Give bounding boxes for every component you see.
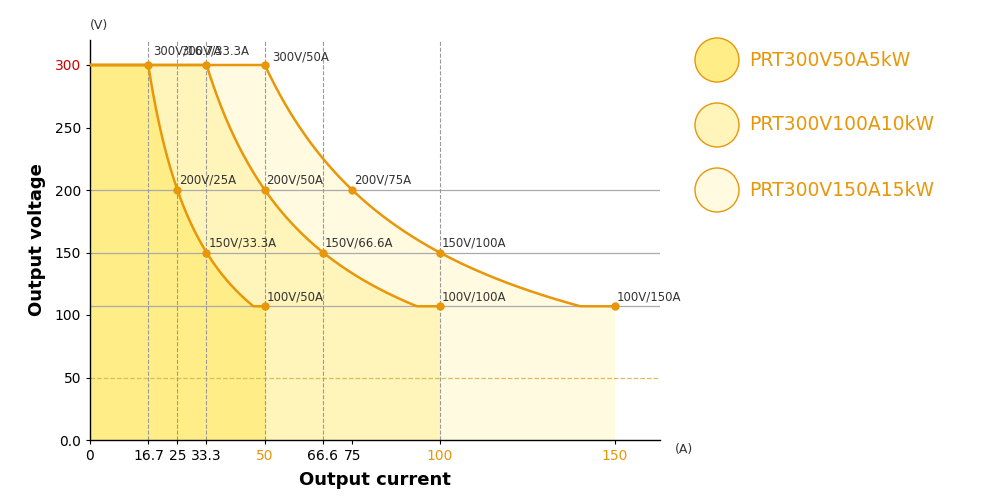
Text: 300V/33.3A: 300V/33.3A [181,45,249,58]
Text: 300V/50A: 300V/50A [272,50,329,63]
Polygon shape [90,65,440,440]
Text: 150V/100A: 150V/100A [441,236,506,249]
Polygon shape [90,65,265,440]
Text: PRT300V100A10kW: PRT300V100A10kW [749,116,934,134]
Polygon shape [90,65,615,440]
Text: 100V/150A: 100V/150A [616,290,681,303]
Text: 300V/16.7A: 300V/16.7A [153,45,221,58]
Text: 200V/25A: 200V/25A [179,174,236,186]
Text: 150V/66.6A: 150V/66.6A [325,236,393,249]
Text: PRT300V150A15kW: PRT300V150A15kW [749,180,934,200]
Text: 200V/50A: 200V/50A [267,174,324,186]
Text: PRT300V50A5kW: PRT300V50A5kW [749,50,910,70]
Text: 150V/33.3A: 150V/33.3A [208,236,276,249]
X-axis label: Output current: Output current [299,472,451,490]
Y-axis label: Output voltage: Output voltage [28,164,46,316]
Text: 200V/75A: 200V/75A [354,174,411,186]
Text: (V): (V) [90,20,108,32]
Text: 100V/100A: 100V/100A [441,290,506,303]
Text: 100V/50A: 100V/50A [267,290,324,303]
Text: (A): (A) [675,442,693,456]
